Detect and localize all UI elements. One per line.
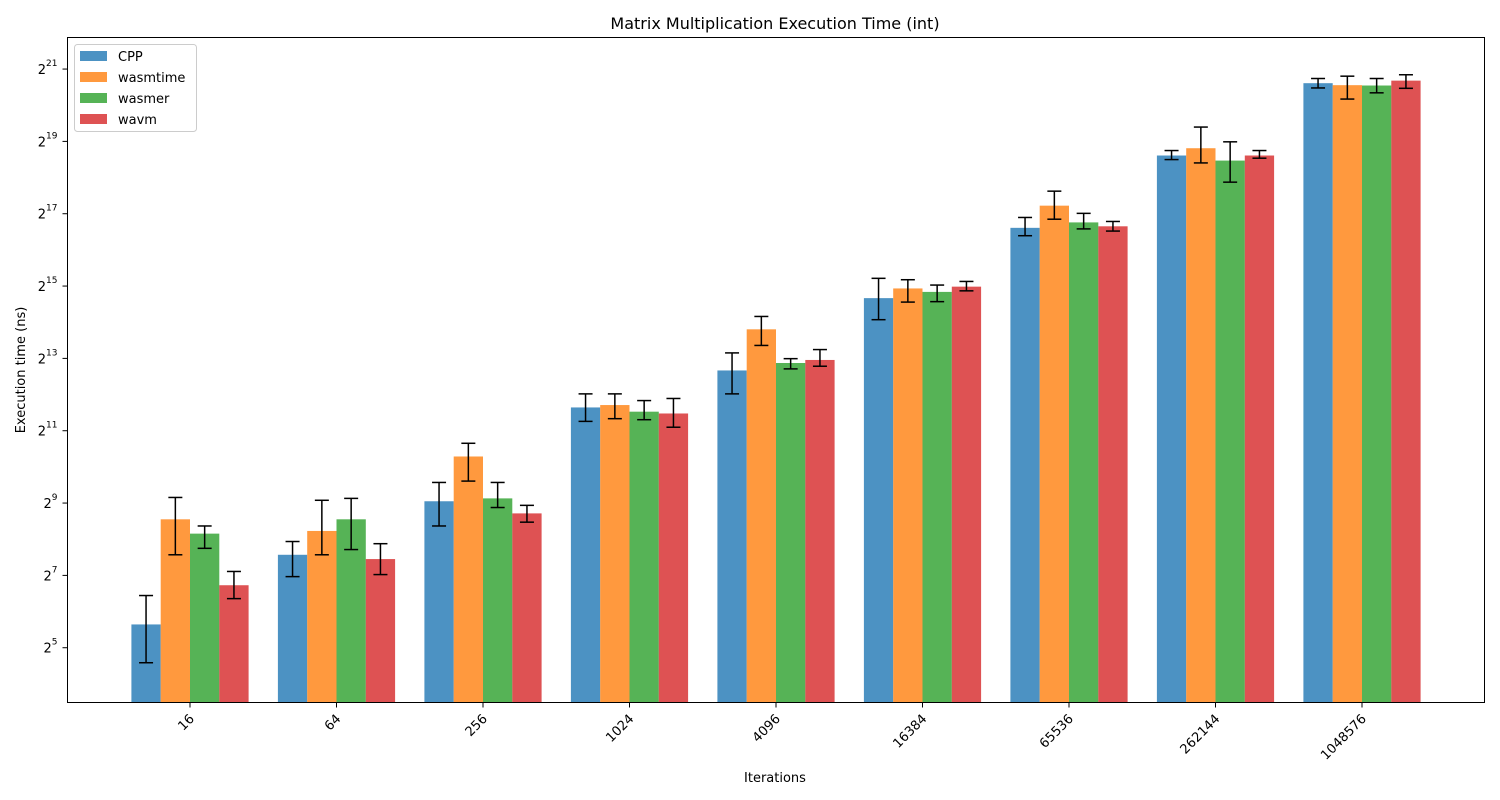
error-bar-wasmtime-1048576 [1340,75,1355,100]
error-bar-CPP-1048576 [1311,77,1326,89]
error-bars-layer [139,74,1413,664]
error-bar-wasmer-1024 [637,399,652,421]
error-bar-wasmer-64 [344,497,359,551]
bar-wavm-65536 [1098,226,1128,703]
y-tick-label-5: 25 [43,638,57,657]
error-bar-wavm-64 [373,542,388,576]
chart-title: Matrix Multiplication Execution Time (in… [610,14,939,33]
error-bar-wasmtime-64 [314,499,329,556]
y-tick-label-11: 211 [38,421,58,440]
error-bar-wasmer-16384 [930,284,945,303]
bars-layer [131,80,1421,703]
bar-wasmer-16 [190,533,220,703]
bar-wasmer-4096 [776,363,806,703]
error-bar-wavm-16384 [959,280,974,292]
error-bar-CPP-16384 [871,277,886,321]
legend-swatch-wavm [80,114,107,124]
bar-wavm-1024 [658,413,689,703]
bar-wavm-16384 [951,286,982,703]
bar-wasmtime-65536 [1039,205,1069,703]
bar-wasmtime-16384 [893,288,923,703]
error-bar-wavm-1048576 [1398,74,1413,90]
x-axis-label: Iterations [744,771,806,786]
legend-swatch-CPP [80,51,107,61]
y-axis: 25 27 29 211 213 215 217 219 221 [38,59,68,657]
bar-CPP-16384 [863,298,894,703]
bar-wasmtime-262144 [1186,148,1216,703]
bar-wasmtime-256 [453,456,483,703]
bar-wavm-262144 [1244,155,1275,703]
bar-CPP-4096 [717,370,747,703]
bar-CPP-262144 [1156,155,1187,703]
error-bar-wasmer-1048576 [1369,77,1384,94]
error-bar-wavm-262144 [1252,149,1267,159]
y-tick-label-15: 215 [38,276,58,295]
y-tick-label-9: 29 [43,493,57,512]
error-bar-wavm-256 [519,504,534,523]
error-bar-CPP-256 [432,481,447,527]
bar-wasmtime-1048576 [1332,85,1362,703]
bar-wasmer-16384 [922,291,952,703]
bar-wasmtime-64 [307,530,337,703]
y-tick-label-17: 217 [38,204,58,223]
error-bar-wavm-4096 [812,348,827,367]
error-bar-wavm-65536 [1105,220,1120,232]
bar-wavm-4096 [805,359,835,703]
error-bar-wasmtime-1024 [607,393,622,420]
error-bar-wavm-16 [226,570,241,600]
y-tick-label-19: 219 [38,131,58,150]
legend-swatch-wasmtime [80,72,107,82]
error-bar-wasmer-16 [197,525,212,550]
error-bar-wasmer-262144 [1223,141,1238,183]
bar-CPP-64 [277,554,308,703]
error-bar-wasmtime-16 [168,496,183,556]
bar-wavm-16 [219,585,249,703]
error-bar-wasmer-256 [490,481,505,509]
legend-label-wasmtime: wasmtime [118,71,185,86]
error-bar-wasmer-65536 [1076,212,1091,230]
bar-wavm-1048576 [1391,80,1421,703]
legend-box [74,44,197,132]
legend-label-CPP: CPP [118,50,143,65]
error-bar-CPP-4096 [725,352,740,395]
error-bar-wasmtime-262144 [1193,126,1208,164]
bar-wavm-256 [512,513,542,703]
bar-wavm-64 [365,559,396,703]
legend-label-wasmer: wasmer [118,92,170,107]
error-bar-CPP-65536 [1018,216,1033,237]
error-bar-CPP-64 [285,540,300,578]
bar-CPP-65536 [1010,227,1040,703]
bar-wasmer-1048576 [1362,85,1392,703]
error-bar-wasmtime-4096 [754,315,769,347]
bar-CPP-256 [424,501,454,703]
error-bar-wavm-1024 [666,397,681,428]
bar-CPP-1024 [570,407,601,703]
bar-wasmer-256 [483,498,513,703]
error-bar-wasmtime-256 [461,442,476,482]
legend-label-wavm: wavm [118,113,157,128]
bar-wasmer-262144 [1215,160,1245,703]
error-bar-CPP-262144 [1164,149,1179,161]
y-tick-label-21: 221 [38,59,58,78]
bar-wasmer-65536 [1069,222,1099,703]
bar-wasmer-1024 [629,411,659,703]
legend-swatch-wasmer [80,93,107,103]
error-bar-wasmtime-65536 [1047,190,1062,220]
bar-wasmtime-4096 [746,329,776,703]
y-tick-label-7: 27 [43,565,57,584]
error-bar-wasmtime-16384 [900,278,915,303]
error-bar-CPP-16 [139,594,154,664]
bar-wasmtime-1024 [600,405,630,703]
error-bar-wasmer-4096 [783,357,798,370]
legend: CPP wasmtime wasmer wavm [74,44,197,132]
y-axis-label: Execution time (ns) [14,307,29,434]
y-tick-label-13: 213 [38,348,58,367]
bar-CPP-1048576 [1303,83,1333,703]
error-bar-CPP-1024 [578,393,593,423]
